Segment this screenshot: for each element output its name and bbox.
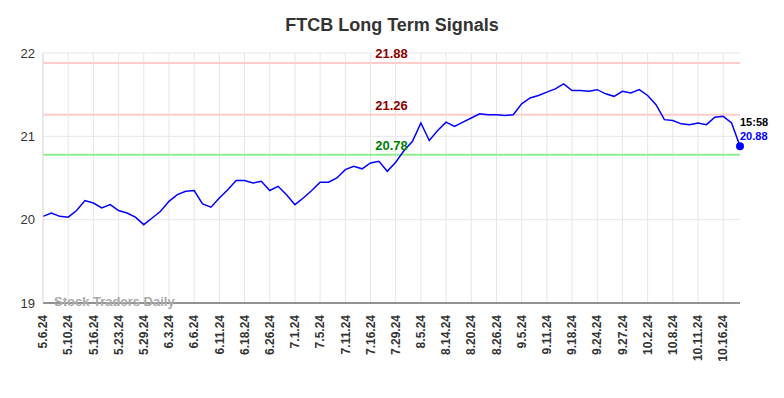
svg-text:9.5.24: 9.5.24: [515, 315, 529, 349]
svg-text:21: 21: [21, 129, 35, 144]
svg-text:7.11.24: 7.11.24: [339, 315, 353, 355]
svg-text:6.6.24: 6.6.24: [187, 315, 201, 349]
svg-text:20.88: 20.88: [740, 130, 768, 142]
svg-text:7.29.24: 7.29.24: [389, 315, 403, 355]
svg-text:6.3.24: 6.3.24: [162, 315, 176, 349]
svg-text:8.26.24: 8.26.24: [490, 315, 504, 355]
html-text:Stock Traders Daily: Stock Traders Daily: [54, 294, 175, 309]
svg-text:20: 20: [21, 212, 35, 227]
svg-text:10.8.24: 10.8.24: [666, 315, 680, 355]
svg-text:6.26.24: 6.26.24: [263, 315, 277, 355]
svg-text:7.16.24: 7.16.24: [364, 315, 378, 355]
svg-text:5.6.24: 5.6.24: [36, 315, 50, 349]
svg-text:5.29.24: 5.29.24: [137, 315, 151, 355]
svg-text:9.24.24: 9.24.24: [590, 315, 604, 355]
svg-text:8.14.24: 8.14.24: [439, 315, 453, 355]
svg-text:19: 19: [21, 296, 35, 311]
svg-text:5.16.24: 5.16.24: [87, 315, 101, 355]
svg-text:6.18.24: 6.18.24: [238, 315, 252, 355]
svg-text:20.78: 20.78: [375, 138, 408, 153]
svg-text:9.27.24: 9.27.24: [616, 315, 630, 355]
svg-text:9.11.24: 9.11.24: [540, 315, 554, 355]
svg-text:6.11.24: 6.11.24: [213, 315, 227, 355]
svg-text:5.23.24: 5.23.24: [112, 315, 126, 355]
svg-text:9.18.24: 9.18.24: [565, 315, 579, 355]
svg-text:22: 22: [21, 46, 35, 61]
svg-text:8.20.24: 8.20.24: [464, 315, 478, 355]
svg-text:5.10.24: 5.10.24: [61, 315, 75, 355]
html-text:FTCB Long Term Signals: FTCB Long Term Signals: [285, 15, 499, 35]
svg-text:10.16.24: 10.16.24: [716, 315, 730, 362]
svg-text:10.2.24: 10.2.24: [641, 315, 655, 355]
svg-text:15:58: 15:58: [740, 116, 768, 128]
svg-text:7.1.24: 7.1.24: [288, 315, 302, 349]
svg-text:21.26: 21.26: [375, 98, 408, 113]
svg-text:10.11.24: 10.11.24: [691, 315, 705, 361]
svg-text:7.5.24: 7.5.24: [313, 315, 327, 349]
svg-text:8.5.24: 8.5.24: [414, 315, 428, 349]
svg-text:21.88: 21.88: [375, 46, 408, 61]
